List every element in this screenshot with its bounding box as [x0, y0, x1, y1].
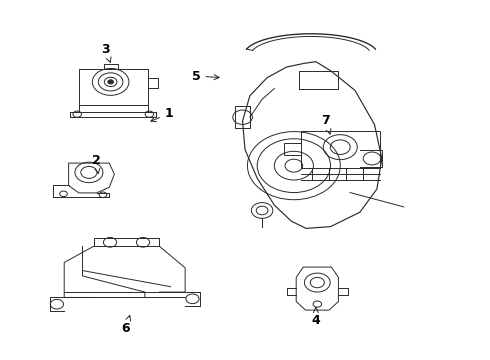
Circle shape [108, 80, 114, 84]
Text: 3: 3 [101, 42, 111, 62]
Text: 5: 5 [192, 69, 219, 82]
Text: 2: 2 [92, 154, 100, 174]
Text: 4: 4 [312, 307, 320, 327]
Text: 6: 6 [121, 315, 130, 335]
Text: 7: 7 [321, 114, 331, 134]
Text: 1: 1 [151, 107, 173, 122]
